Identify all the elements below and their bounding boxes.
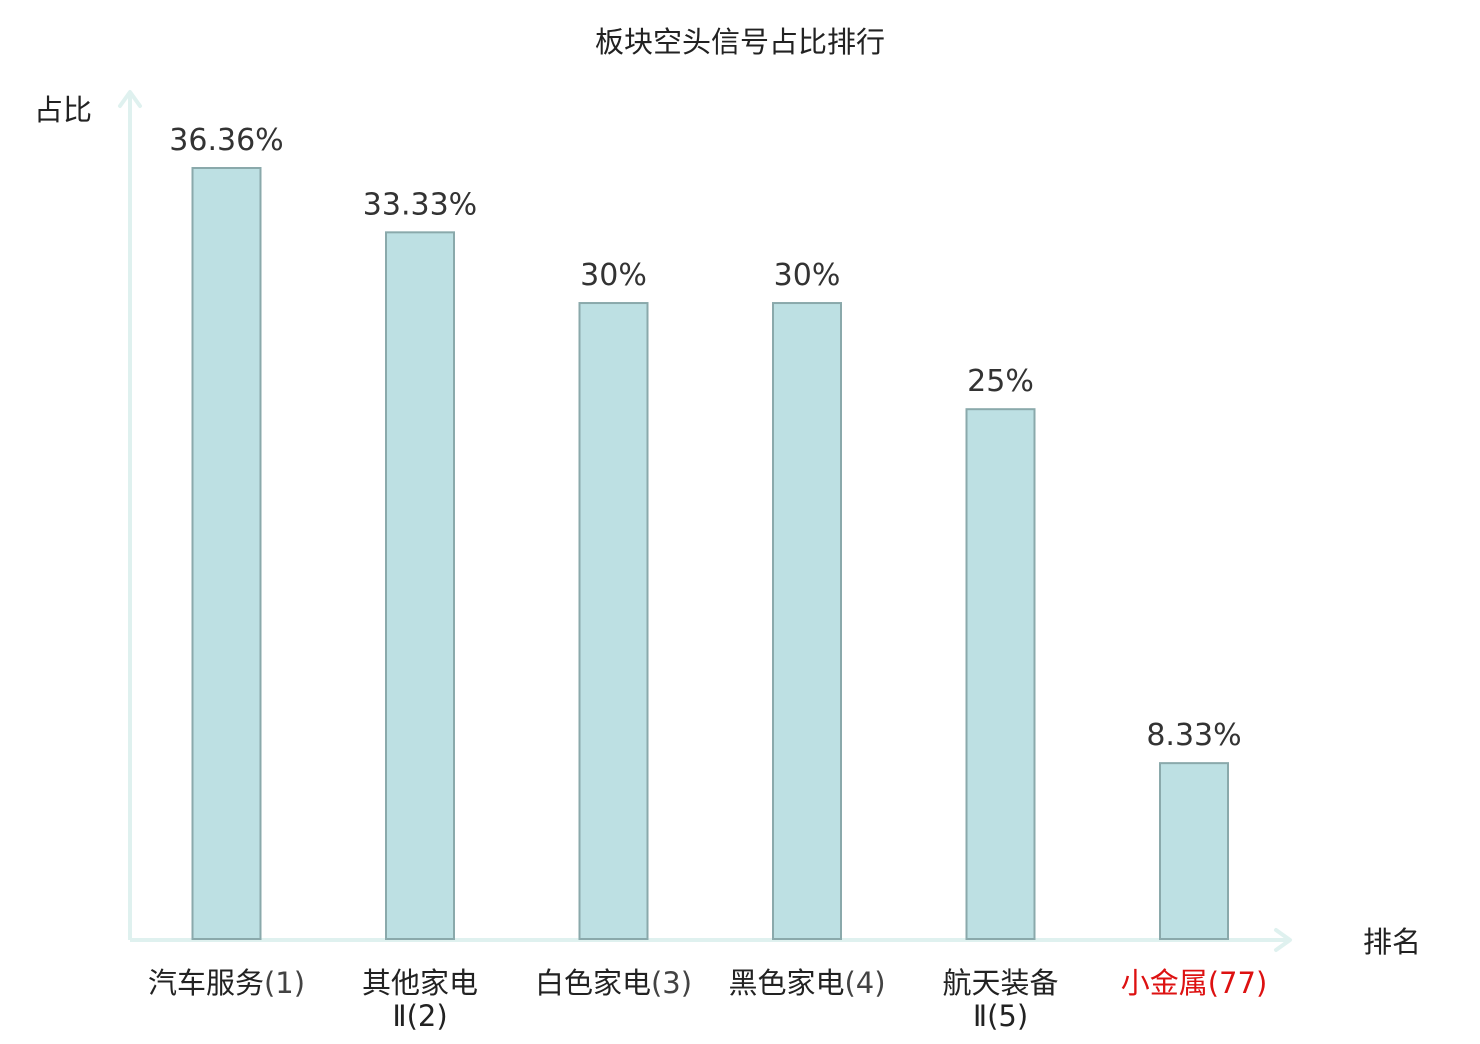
x-tick-label-4: 黑色家电(4)	[728, 966, 885, 1000]
x-tick-name: 汽车服务	[148, 966, 264, 1000]
bar-1	[191, 167, 262, 940]
x-tick-label-3: 白色家电(3)	[535, 966, 692, 1000]
x-tick-name: 其他家电	[362, 966, 478, 1000]
data-label-6: 8.33%	[1146, 718, 1241, 753]
chart-title: 板块空头信号占比排行	[595, 25, 885, 59]
bars	[191, 167, 1229, 941]
x-tick-label-5: 航天装备	[942, 966, 1058, 1000]
data-label-4: 30%	[774, 258, 841, 293]
y-axis-arrow	[118, 90, 142, 108]
x-tick-label-5-line2: Ⅱ(5)	[973, 999, 1028, 1033]
y-axis-label: 占比	[34, 93, 92, 127]
x-tick-rank: (3)	[651, 966, 692, 1000]
x-tick-name: 航天装备	[942, 966, 1058, 1000]
bar-3	[578, 302, 649, 940]
x-tick-label-1: 汽车服务(1)	[148, 966, 305, 1000]
data-label-2: 33.33%	[363, 187, 477, 222]
data-label-3: 30%	[580, 258, 647, 293]
bar-2	[385, 231, 455, 941]
x-tick-name: 白色家电	[535, 966, 651, 1000]
x-tick-label-2: 其他家电	[362, 966, 478, 1000]
x-tick-label-2-line2: Ⅱ(2)	[392, 999, 447, 1033]
axes	[118, 90, 1292, 952]
bar-4	[772, 302, 842, 940]
bar-6	[1159, 762, 1229, 940]
data-label-1: 36.36%	[169, 123, 283, 158]
x-tick-name: 小金属	[1121, 966, 1208, 1000]
x-tick-rank: (1)	[264, 966, 305, 1000]
x-axis-arrow	[1274, 928, 1292, 952]
data-labels: 36.36% 33.33% 30% 30% 25% 8.33%	[169, 123, 1241, 753]
x-tick-label-6: 小金属(77)	[1121, 966, 1268, 1000]
x-tick-name: 黑色家电	[728, 966, 844, 1000]
bar-5	[965, 408, 1036, 941]
x-tick-rank: (4)	[844, 966, 885, 1000]
x-tick-rank: (77)	[1208, 966, 1268, 1000]
data-label-5: 25%	[967, 364, 1034, 399]
x-axis-label: 排名	[1363, 925, 1421, 959]
